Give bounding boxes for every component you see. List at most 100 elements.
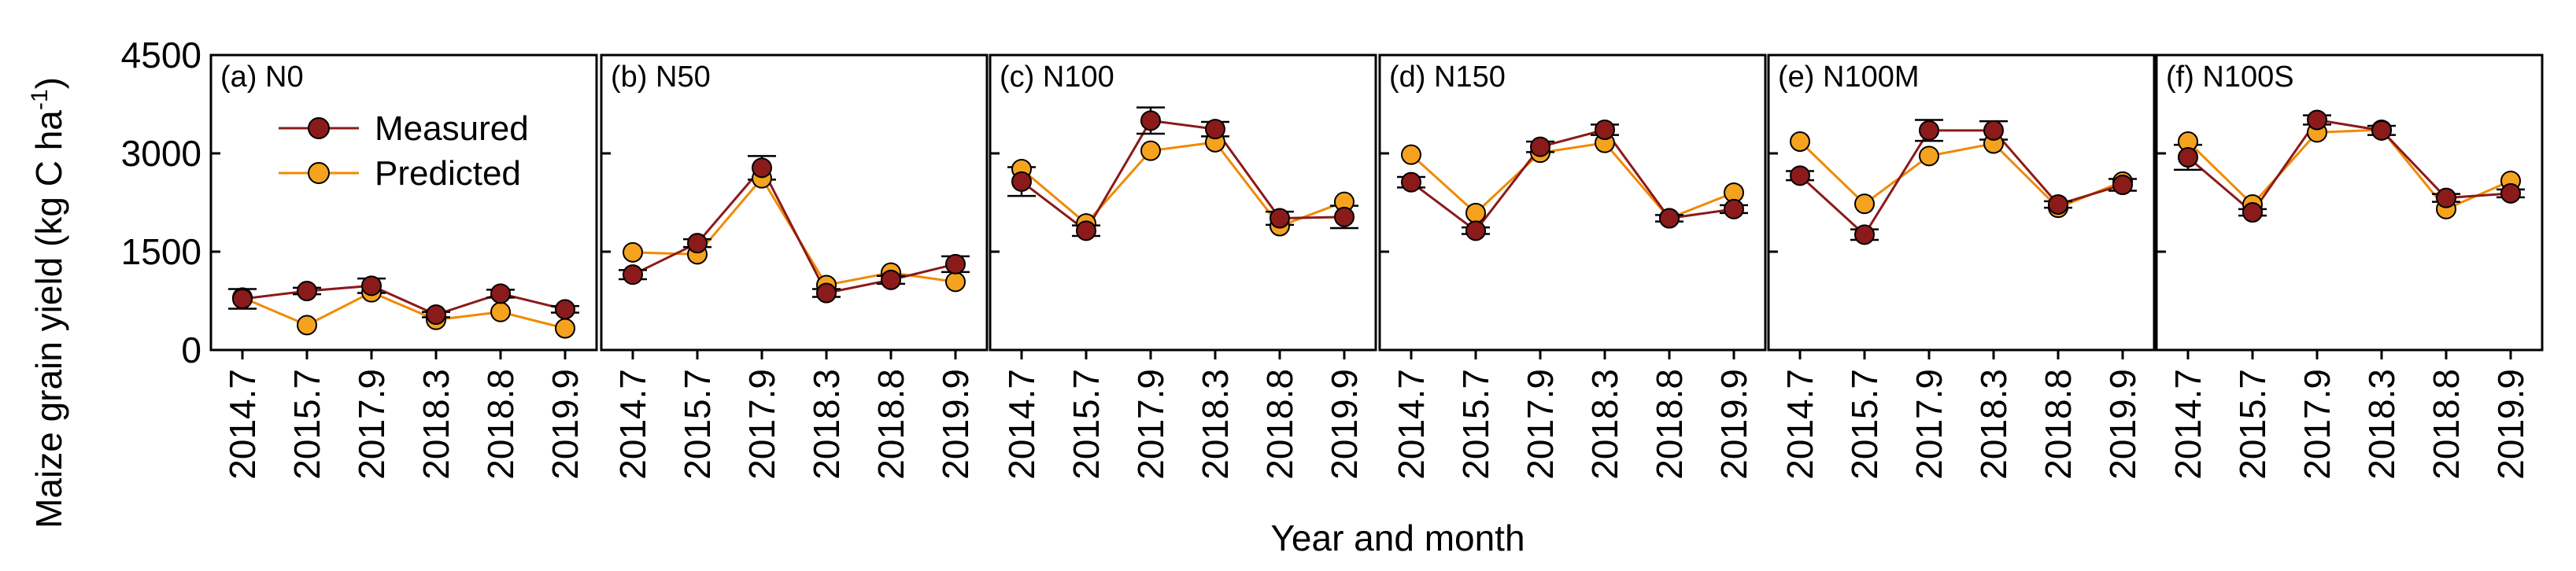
panel-frame	[1767, 53, 2156, 352]
y-tick-label: 0	[181, 330, 201, 370]
predicted-point	[1919, 146, 1939, 167]
measured-point	[1076, 220, 1096, 241]
predicted-point	[1790, 131, 1810, 152]
measured-line	[1410, 128, 1735, 233]
measured-point	[2371, 120, 2392, 141]
x-tick-label: 2019.9	[1324, 369, 1365, 480]
measured-point	[1205, 119, 1225, 140]
x-tick-label: 2018.8	[1259, 369, 1300, 480]
legend-measured-marker	[308, 117, 330, 139]
measured-point	[881, 269, 901, 290]
legend-predicted-label: Predicted	[375, 154, 521, 193]
x-tick-label: 2017.9	[351, 369, 392, 480]
x-tick-label: 2018.8	[1649, 369, 1690, 480]
measured-point	[1790, 165, 1810, 186]
panels-group: (a) N0 0 1500 3000 4500 2014.7 2015.7 2017.9 201…	[121, 35, 2544, 480]
measured-point	[1659, 208, 1680, 229]
x-tick-label: 2018.3	[1584, 369, 1625, 480]
measured-point	[297, 281, 317, 301]
x-tick-label: 2015.7	[1455, 369, 1496, 480]
measured-point	[1724, 198, 1744, 219]
x-tick-label: 2017.9	[2297, 369, 2338, 480]
x-tick-label: 2017.9	[1130, 369, 1171, 480]
measured-point	[2048, 194, 2068, 215]
measured-point	[623, 264, 643, 286]
x-tick-label: 2018.8	[480, 369, 521, 480]
measured-point	[816, 282, 837, 304]
panel-label: (e) N100M	[1778, 61, 1920, 94]
panel-frame	[989, 53, 1377, 352]
y-tick-label: 4500	[121, 35, 201, 76]
measured-line	[632, 165, 956, 295]
predicted-point	[1140, 140, 1161, 161]
predicted-line	[242, 291, 566, 330]
x-axis-title: Year and month	[1270, 518, 1525, 558]
measured-point	[2112, 175, 2133, 195]
x-tick-label: 2014.7	[1001, 369, 1042, 480]
predicted-point	[945, 271, 966, 293]
x-tick-label: 2017.9	[741, 369, 782, 480]
measured-point	[2242, 202, 2263, 223]
x-tick-label: 2014.7	[222, 369, 263, 480]
legend-measured-label: Measured	[375, 109, 529, 148]
measured-point	[687, 233, 708, 254]
measured-point	[1011, 171, 1032, 192]
panel-label: (b) N50	[611, 61, 711, 94]
x-tick-label: 2015.7	[1844, 369, 1885, 480]
panel-3: (c) N100 2014.7 2015.7 2017.9 2018.3 2018.8 20…	[989, 53, 1377, 480]
measured-line	[1021, 119, 1345, 233]
predicted-line	[1798, 140, 2123, 209]
y-axis-title-superscript: -1	[27, 89, 53, 110]
predicted-line	[1410, 142, 1735, 220]
panel-frame	[1378, 53, 1767, 352]
x-tick-label: 2018.8	[870, 369, 911, 480]
measured-point	[426, 304, 446, 325]
measured-point	[1530, 136, 1550, 157]
measured-point	[361, 275, 382, 297]
x-tick-label: 2018.8	[2038, 369, 2079, 480]
legend: Measured Predicted	[279, 109, 529, 193]
measured-point	[1465, 220, 1486, 241]
measured-line	[2187, 118, 2511, 215]
predicted-point	[1465, 202, 1486, 223]
y-tick-label: 3000	[121, 133, 201, 174]
y-axis-title: Maize grain yield (kg C ha-1)	[27, 77, 69, 529]
measured-point	[752, 157, 772, 179]
x-tick-label: 2018.3	[1973, 369, 2014, 480]
x-tick-label: 2015.7	[1066, 369, 1107, 480]
panel-2: (b) N50 2014.7 2015.7 2017.9 2018.3 2018.8 201…	[600, 53, 989, 480]
measured-point	[2436, 187, 2456, 208]
measured-point	[1270, 208, 1290, 229]
predicted-line	[2186, 128, 2511, 211]
x-tick-label: 2017.9	[1909, 369, 1950, 480]
x-tick-label: 2014.7	[1391, 369, 1432, 480]
panel-4: (d) N150 2014.7 2015.7 2017.9 2018.3 2018.8 20…	[1378, 53, 1767, 480]
measured-line	[242, 284, 566, 316]
measured-point	[555, 299, 575, 320]
predicted-point	[1401, 144, 1421, 165]
x-tick-label: 2018.3	[1195, 369, 1236, 480]
y-axis-title-main: Maize grain yield (kg C ha	[28, 110, 69, 529]
panel-frame	[600, 53, 989, 352]
x-tick-label: 2014.7	[1780, 369, 1820, 480]
predicted-point	[297, 315, 317, 336]
measured-point	[232, 289, 253, 309]
x-tick-label: 2019.9	[545, 369, 586, 480]
predicted-point	[490, 301, 511, 322]
measured-point	[490, 283, 511, 304]
predicted-point	[623, 241, 643, 263]
measured-line	[1798, 129, 2123, 237]
panel-5: (e) N100M 2014.7 2015.7 2017.9 2018.3 2018.8 2…	[1767, 53, 2156, 480]
panel-label: (d) N150	[1389, 61, 1506, 94]
y-axis-title-close: )	[28, 77, 69, 89]
x-tick-label: 2015.7	[286, 369, 327, 480]
measured-point	[1595, 120, 1615, 140]
x-tick-label: 2019.9	[2490, 369, 2531, 480]
measured-point	[1919, 120, 1939, 141]
x-tick-label: 2018.8	[2426, 369, 2467, 480]
x-tick-label: 2019.9	[935, 369, 976, 480]
panel-1: (a) N0 0 1500 3000 4500 2014.7 2015.7 2017.9 201…	[121, 35, 598, 480]
panel-label: (c) N100	[1000, 61, 1114, 94]
legend-predicted-marker	[308, 162, 330, 184]
